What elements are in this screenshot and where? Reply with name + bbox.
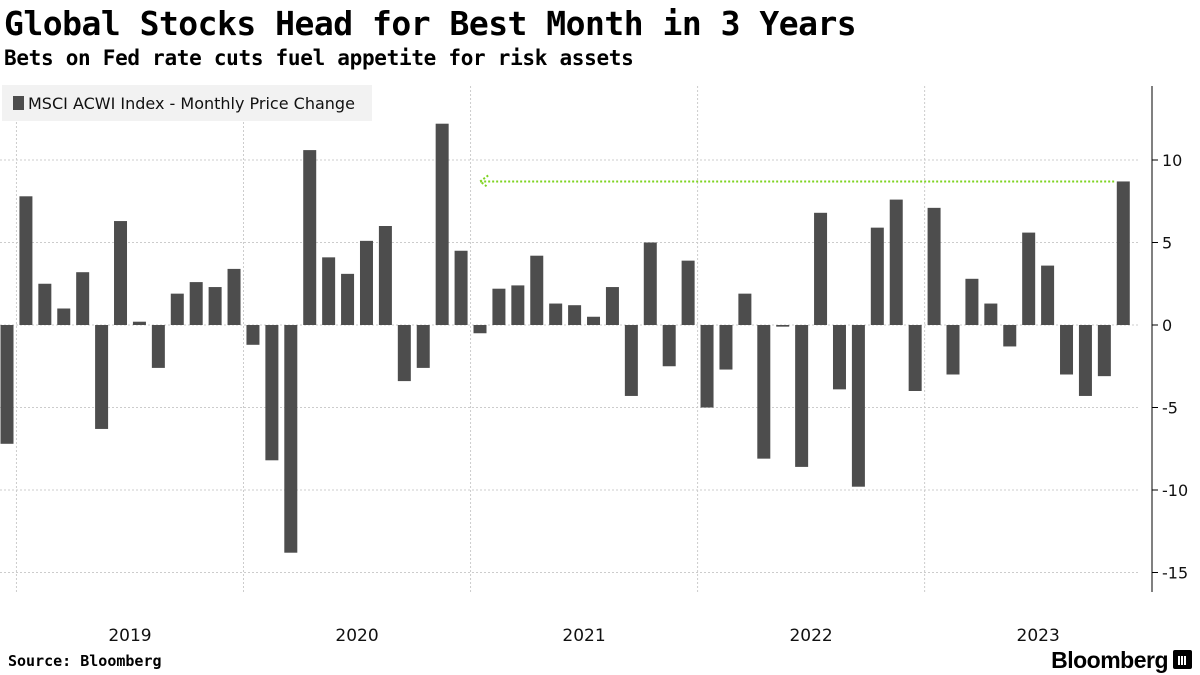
- y-tick-label: -15: [1162, 564, 1188, 583]
- bar-2020-11: [435, 123, 449, 325]
- x-tick-label: 2021: [562, 626, 605, 646]
- y-tick-label: -10: [1162, 481, 1188, 500]
- bar-2021-05: [549, 303, 563, 325]
- chart-subtitle: Bets on Fed rate cuts fuel appetite for …: [4, 46, 634, 70]
- y-tick-label: 0: [1162, 316, 1172, 335]
- bar-2023-02: [946, 325, 960, 375]
- bar-2023-07: [1041, 265, 1055, 325]
- bar-2020-08: [378, 226, 392, 325]
- bar-2020-04: [303, 150, 317, 325]
- bar-2022-10: [870, 227, 884, 325]
- bar-2023-03: [965, 278, 979, 325]
- bar-2019-05: [95, 325, 109, 429]
- bar-2021-01: [473, 325, 487, 334]
- bar-2023-06: [1022, 232, 1036, 325]
- bar-2019-03: [57, 308, 71, 325]
- bar-2022-05: [776, 325, 790, 327]
- bar-2023-05: [1003, 325, 1017, 347]
- legend-swatch: [13, 96, 24, 110]
- bar-2020-12: [454, 250, 468, 325]
- bar-2021-07: [587, 316, 601, 325]
- bar-2021-09: [624, 325, 638, 396]
- bar-2022-08: [832, 325, 846, 390]
- bar-2021-10: [643, 242, 657, 325]
- bar-2022-09: [851, 325, 865, 487]
- bar-2020-01: [246, 325, 260, 345]
- bar-2022-06: [795, 325, 809, 467]
- bar-2023-09: [1078, 325, 1092, 396]
- bar-2022-03: [738, 293, 752, 325]
- y-tick-label: 5: [1162, 234, 1172, 253]
- bar-2023-10: [1097, 325, 1111, 377]
- bar-2022-01: [700, 325, 714, 408]
- annotation-arrow-head-icon: [478, 174, 489, 189]
- bloomberg-logo-icon: [1173, 650, 1192, 669]
- bar-2019-06: [114, 221, 128, 325]
- y-tick-label: 10: [1162, 151, 1182, 170]
- legend-label: MSCI ACWI Index - Monthly Price Change: [28, 93, 355, 113]
- bar-2019-11: [208, 287, 222, 325]
- x-tick-label: 2020: [335, 626, 378, 646]
- y-tick-label: -5: [1162, 399, 1178, 418]
- chart-legend: MSCI ACWI Index - Monthly Price Change: [2, 85, 372, 121]
- bar-2022-07: [814, 212, 828, 325]
- bar-2019-08: [151, 325, 165, 368]
- bar-2021-06: [568, 305, 582, 325]
- bar-2022-02: [719, 325, 733, 370]
- bar-2021-08: [605, 287, 619, 325]
- bar-2023-08: [1060, 325, 1074, 375]
- bar-2019-04: [76, 272, 90, 325]
- bar-2023-04: [984, 303, 998, 325]
- bar-2022-12: [908, 325, 922, 391]
- bar-2020-09: [397, 325, 411, 382]
- x-tick-label: 2022: [789, 626, 832, 646]
- bar-2020-03: [284, 325, 298, 553]
- brand-logo: Bloomberg: [1051, 647, 1168, 673]
- chart-title: Global Stocks Head for Best Month in 3 Y…: [4, 4, 857, 43]
- bar-2021-11: [662, 325, 676, 367]
- source-note: Source: Bloomberg: [8, 652, 162, 670]
- bar-2022-11: [889, 199, 903, 325]
- bar-2023-01: [927, 207, 941, 325]
- x-tick-label: 2023: [1017, 626, 1060, 646]
- x-tick-label: 2019: [108, 626, 151, 646]
- bar-2019-01: [19, 196, 33, 325]
- bar-2020-10: [416, 325, 430, 368]
- bar-2019-07: [132, 321, 146, 325]
- bar-2021-12: [681, 260, 695, 325]
- bar-2023-11: [1116, 181, 1130, 325]
- bar-2020-05: [322, 257, 336, 325]
- bar-2021-04: [530, 255, 544, 325]
- bar-2019-12: [227, 268, 241, 325]
- bar-2019-09: [170, 293, 184, 325]
- bar-2022-04: [757, 325, 771, 459]
- bar-2020-02: [265, 325, 279, 461]
- bar-2019-02: [38, 283, 52, 325]
- bar-2020-07: [359, 240, 373, 325]
- bar-2021-02: [492, 288, 506, 325]
- bar-2019-10: [189, 282, 203, 325]
- bar-2021-03: [511, 285, 525, 325]
- bar-2018-12: [0, 325, 14, 444]
- bar-2020-06: [341, 273, 355, 325]
